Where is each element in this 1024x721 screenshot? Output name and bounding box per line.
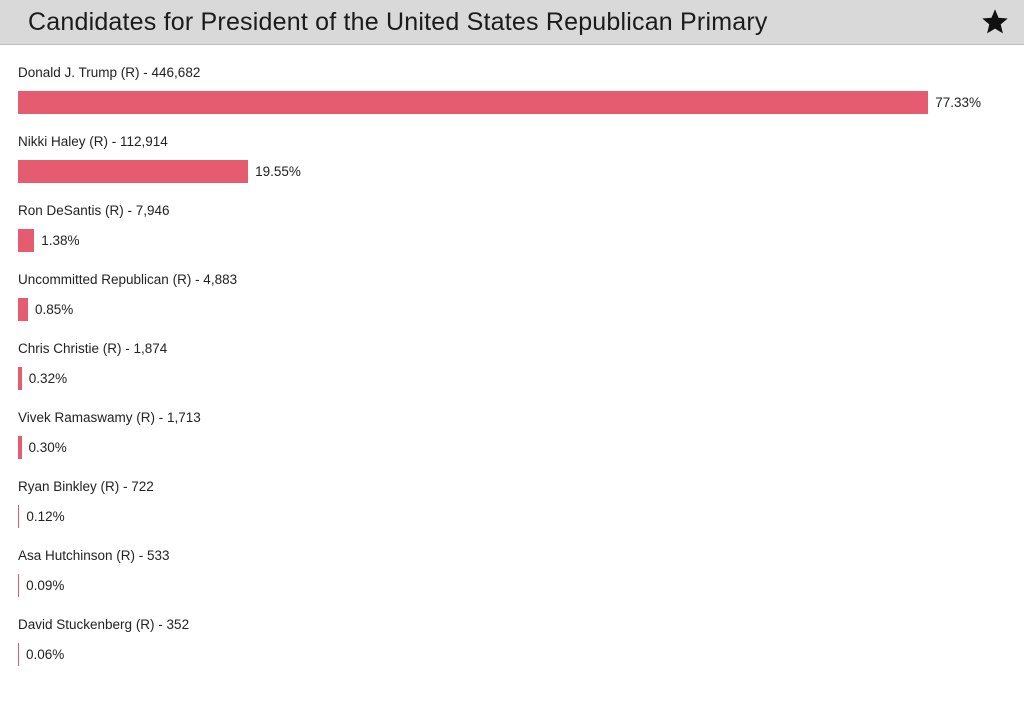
candidate-percent: 0.32% bbox=[28, 371, 68, 386]
candidate-bar-line: 0.32% bbox=[18, 367, 1024, 390]
candidate-label: David Stuckenberg (R) - 352 bbox=[18, 617, 190, 632]
candidate-label: Donald J. Trump (R) - 446,682 bbox=[18, 65, 201, 80]
candidate-label: Chris Christie (R) - 1,874 bbox=[18, 341, 168, 356]
candidate-label: Vivek Ramaswamy (R) - 1,713 bbox=[18, 410, 201, 425]
candidate-row: Donald J. Trump (R) - 446,682 77.33% bbox=[18, 65, 1024, 114]
candidate-percent: 0.09% bbox=[26, 578, 65, 593]
candidate-label: Asa Hutchinson (R) - 533 bbox=[18, 548, 170, 563]
candidate-row: Vivek Ramaswamy (R) - 1,713 0.30% bbox=[18, 410, 1024, 459]
candidate-bar-line: 0.12% bbox=[18, 505, 1024, 528]
candidate-row: David Stuckenberg (R) - 352 0.06% bbox=[18, 617, 1024, 666]
candidate-percent: 0.30% bbox=[28, 440, 67, 455]
candidate-bar[interactable] bbox=[18, 160, 249, 183]
candidate-bar-line: 0.06% bbox=[18, 643, 1024, 666]
candidate-bar[interactable] bbox=[18, 91, 929, 114]
candidate-bar-line: 0.09% bbox=[18, 574, 1024, 597]
candidate-bar-line: 1.38% bbox=[18, 229, 1024, 252]
candidate-bar[interactable] bbox=[18, 574, 20, 597]
candidate-bar[interactable] bbox=[18, 229, 35, 252]
candidate-row: Ryan Binkley (R) - 722 0.12% bbox=[18, 479, 1024, 528]
candidate-row: Uncommitted Republican (R) - 4,883 0.85% bbox=[18, 272, 1024, 321]
candidate-percent: 0.06% bbox=[26, 647, 65, 662]
candidate-label: Nikki Haley (R) - 112,914 bbox=[18, 134, 168, 149]
candidate-bar[interactable] bbox=[18, 436, 22, 459]
candidate-row: Asa Hutchinson (R) - 533 0.09% bbox=[18, 548, 1024, 597]
candidate-row: Chris Christie (R) - 1,874 0.32% bbox=[18, 341, 1024, 390]
candidate-label: Uncommitted Republican (R) - 4,883 bbox=[18, 272, 238, 287]
candidate-bar-line: 77.33% bbox=[18, 91, 1024, 114]
candidate-percent: 1.38% bbox=[41, 233, 80, 248]
candidate-percent: 19.55% bbox=[255, 164, 301, 179]
star-icon[interactable] bbox=[980, 7, 1010, 37]
chart-title-bar: Candidates for President of the United S… bbox=[0, 0, 1024, 45]
candidate-row: Ron DeSantis (R) - 7,946 1.38% bbox=[18, 203, 1024, 252]
candidate-percent: 77.33% bbox=[935, 95, 981, 110]
candidate-bar[interactable] bbox=[18, 643, 19, 666]
candidate-bar-line: 0.30% bbox=[18, 436, 1024, 459]
candidate-percent: 0.85% bbox=[35, 302, 74, 317]
candidate-percent: 0.12% bbox=[26, 509, 65, 524]
candidate-bar[interactable] bbox=[18, 367, 22, 390]
candidate-bar-line: 19.55% bbox=[18, 160, 1024, 183]
candidate-row: Nikki Haley (R) - 112,914 19.55% bbox=[18, 134, 1024, 183]
page-title: Candidates for President of the United S… bbox=[28, 7, 768, 36]
candidate-bar[interactable] bbox=[18, 505, 20, 528]
candidate-bar[interactable] bbox=[18, 298, 28, 321]
bar-chart: Donald J. Trump (R) - 446,682 77.33% Nik… bbox=[0, 45, 1024, 666]
candidate-label: Ryan Binkley (R) - 722 bbox=[18, 479, 154, 494]
candidate-bar-line: 0.85% bbox=[18, 298, 1024, 321]
candidate-label: Ron DeSantis (R) - 7,946 bbox=[18, 203, 170, 218]
